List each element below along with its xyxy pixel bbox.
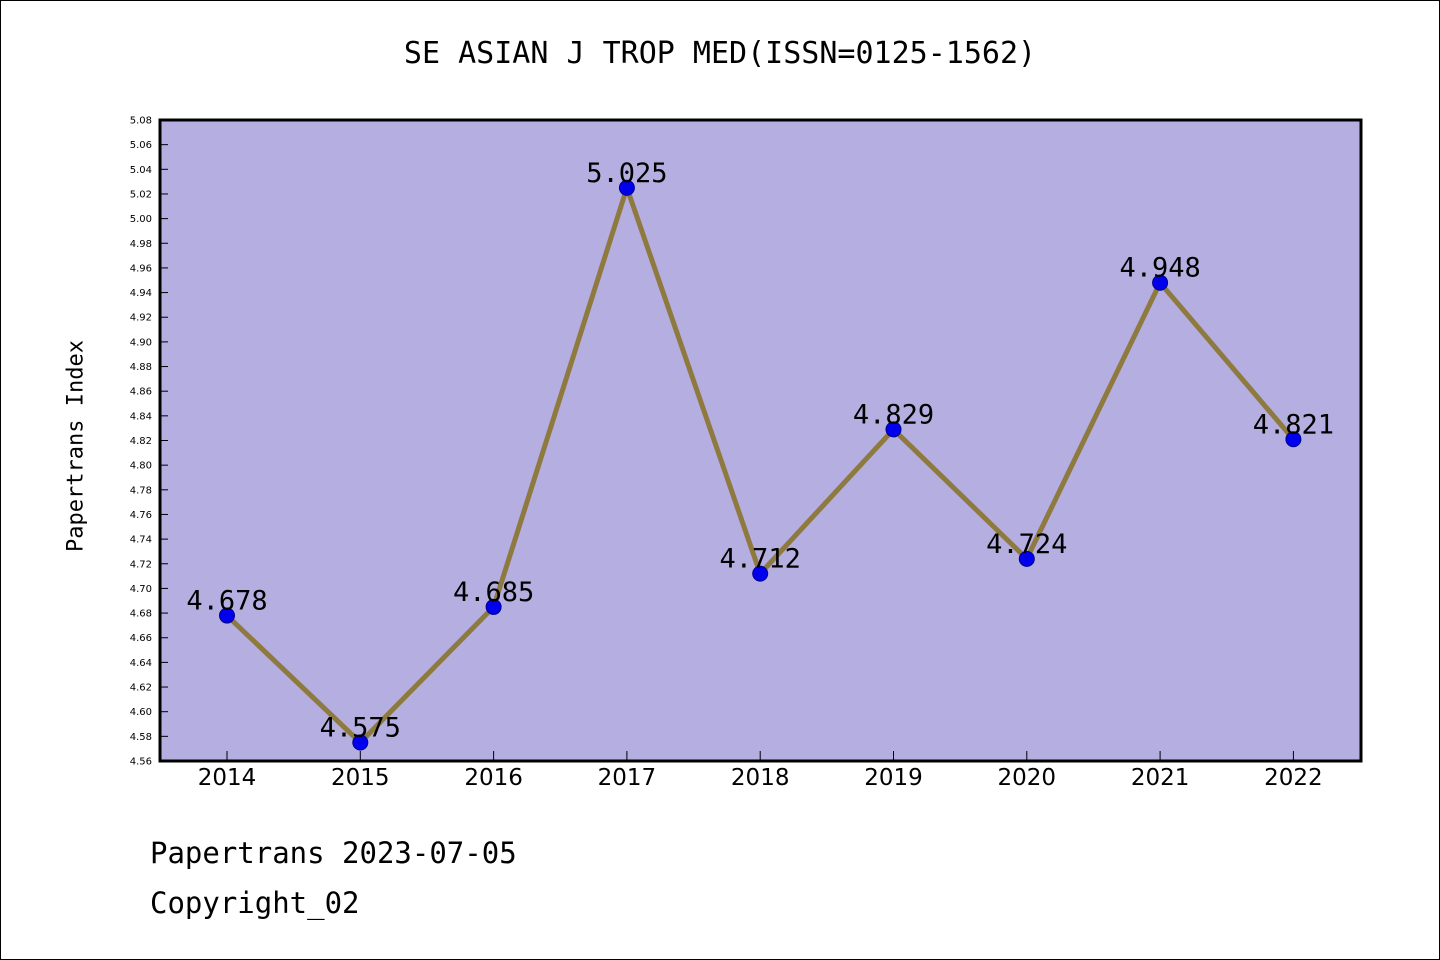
data-point (219, 607, 235, 624)
y-tick-label: 4.62 (130, 683, 152, 694)
x-tick-label: 2022 (1264, 765, 1323, 791)
y-tick-label: 4.72 (130, 559, 152, 570)
y-tick-label: 4.58 (130, 732, 152, 743)
data-label: 4.724 (986, 529, 1067, 560)
data-point (752, 565, 769, 582)
y-tick-label: 4.90 (130, 337, 152, 348)
data-label: 4.821 (1253, 409, 1334, 440)
y-axis-ticks: 4.56 4.58 4.60 4.62 4.64 4.66 4.68 4.70 4.72 4.74… (130, 116, 168, 768)
x-tick-label: 2014 (198, 765, 257, 791)
x-tick-label: 2019 (864, 765, 923, 791)
chart-title: SE ASIAN J TROP MED(ISSN=0125-1562) (403, 36, 1037, 71)
y-tick-label: 5.00 (130, 214, 152, 225)
y-tick-label: 4.98 (130, 239, 152, 250)
data-label: 4.829 (853, 399, 934, 430)
data-point (352, 734, 369, 751)
y-tick-label: 4.60 (130, 707, 152, 718)
y-tick-label: 4.76 (130, 510, 152, 521)
y-tick-label: 4.64 (130, 658, 152, 669)
plot-area (158, 118, 1363, 763)
y-tick-label: 4.70 (130, 584, 152, 595)
y-tick-label: 4.78 (130, 485, 152, 496)
x-tick-label: 2015 (331, 765, 390, 791)
footer-copyright: Copyright_02 (150, 886, 360, 920)
x-tick-label: 2016 (464, 765, 523, 791)
y-tick-label: 5.02 (130, 189, 152, 200)
x-axis-ticks: 2014 2015 2016 2017 2018 2019 2020 2021 2022 (198, 751, 1323, 791)
data-label: 4.685 (453, 577, 534, 608)
data-point (1152, 274, 1169, 291)
y-tick-label: 4.86 (130, 387, 152, 398)
x-tick-label: 2020 (998, 765, 1057, 791)
y-tick-label: 4.82 (130, 436, 152, 447)
x-tick-label: 2017 (598, 765, 657, 791)
y-tick-label: 4.92 (130, 313, 152, 324)
y-tick-label: 5.08 (130, 116, 152, 127)
y-tick-label: 4.80 (130, 461, 152, 472)
series-group: 4.678 4.575 4.685 5.025 4.712 4.829 4.724 4.948… (186, 158, 1334, 751)
data-label: 4.712 (720, 544, 801, 575)
y-tick-label: 4.68 (130, 609, 152, 620)
data-point (1018, 550, 1035, 567)
y-tick-label: 4.88 (130, 362, 152, 373)
x-tick-label: 2021 (1131, 765, 1190, 791)
y-tick-label: 5.04 (130, 165, 152, 176)
data-label: 4.575 (320, 713, 401, 744)
y-tick-label: 5.06 (130, 140, 152, 151)
y-tick-label: 4.84 (130, 411, 152, 422)
y-tick-label: 4.56 (130, 757, 152, 768)
footer-date: Papertrans 2023-07-05 (150, 836, 517, 870)
data-point (618, 179, 635, 196)
data-point (885, 421, 902, 438)
y-tick-label: 4.94 (130, 288, 152, 299)
data-point (485, 598, 502, 615)
y-tick-label: 4.96 (130, 263, 152, 274)
data-label: 5.025 (586, 158, 667, 189)
y-tick-label: 4.74 (130, 535, 152, 546)
data-point (1285, 431, 1302, 448)
data-label: 4.678 (186, 586, 267, 617)
y-tick-label: 4.66 (130, 633, 152, 644)
x-tick-label: 2018 (731, 765, 790, 791)
plot-background (158, 118, 1363, 763)
data-label: 4.948 (1119, 253, 1200, 284)
